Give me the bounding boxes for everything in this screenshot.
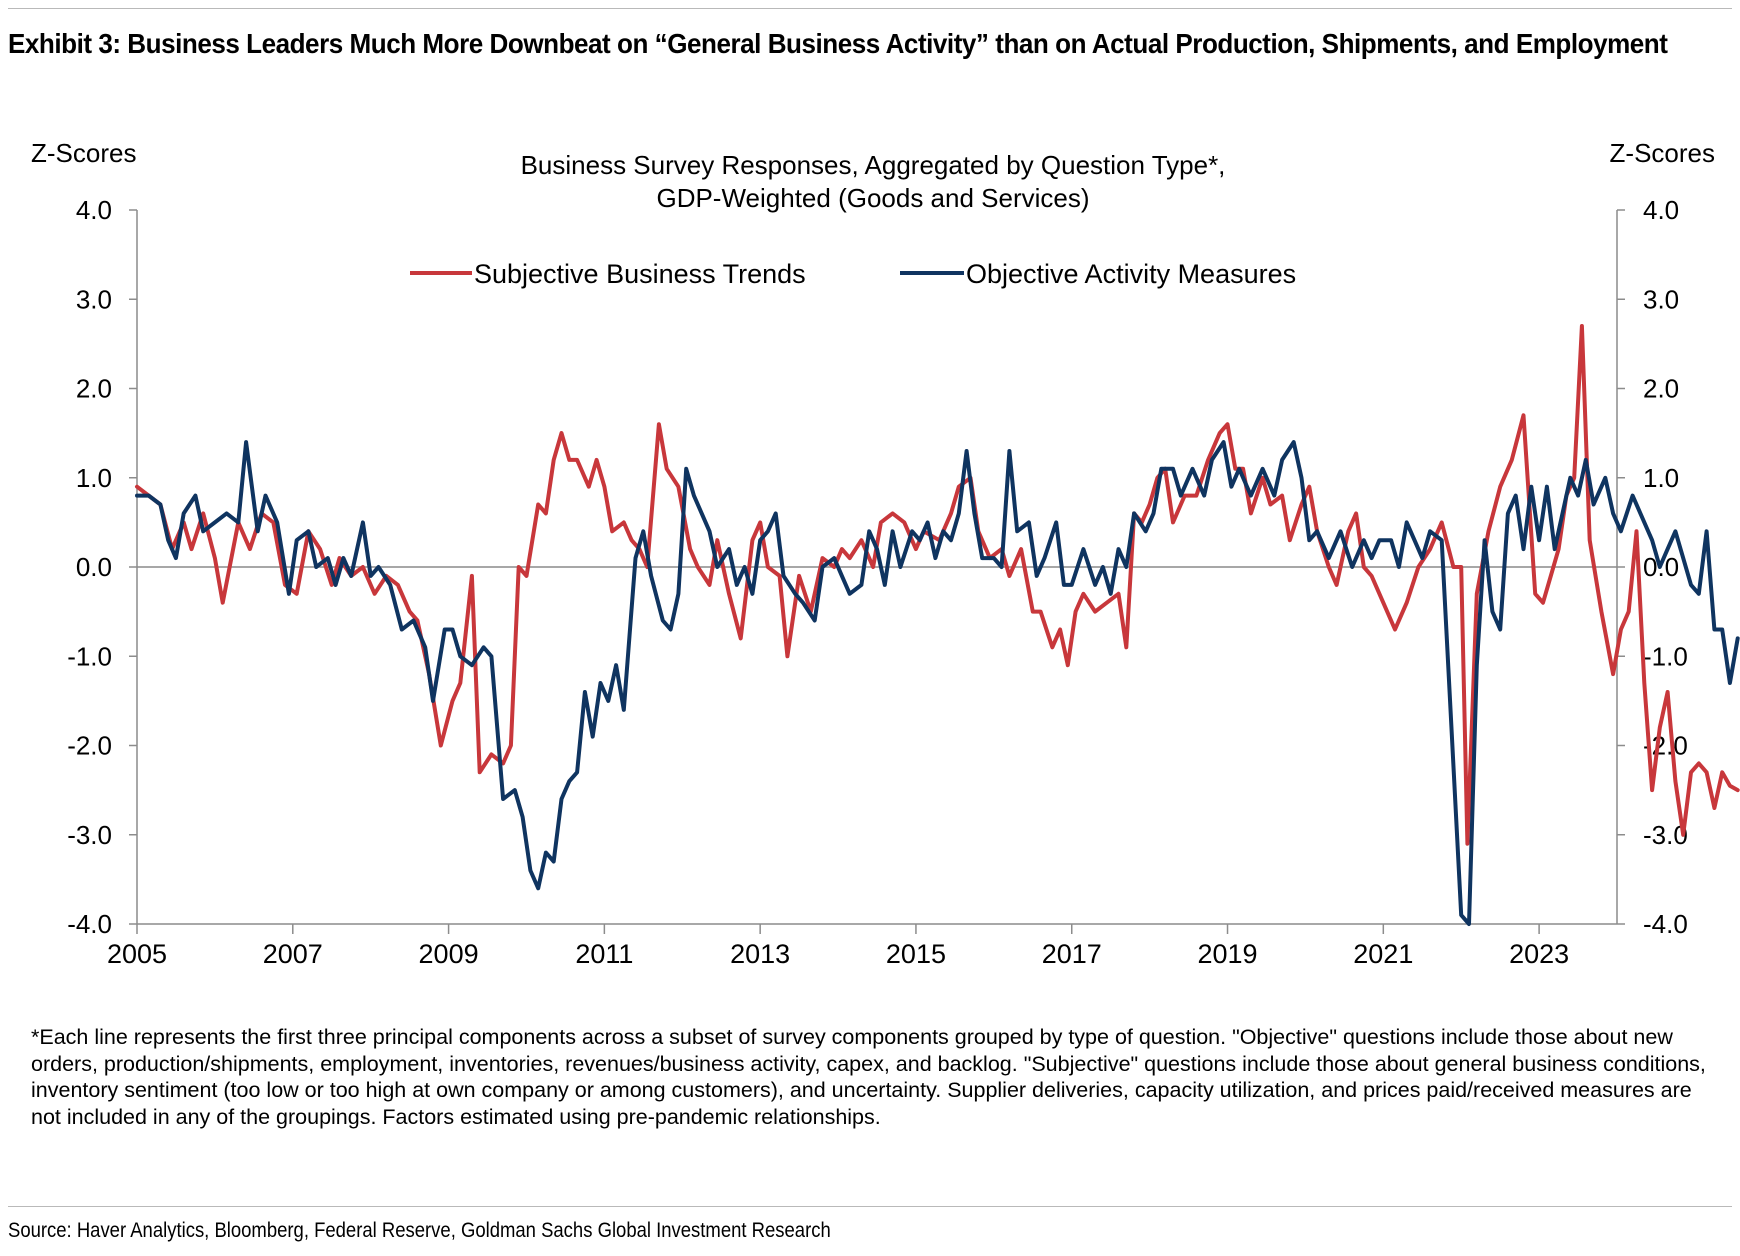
bottom-divider bbox=[8, 1206, 1732, 1207]
exhibit-title: Exhibit 3: Business Leaders Much More Do… bbox=[8, 28, 1668, 59]
legend: Subjective Business Trends Objective Act… bbox=[410, 259, 1296, 289]
y-tick-label-left: -1.0 bbox=[67, 641, 112, 671]
y-tick-label-right: 4.0 bbox=[1643, 195, 1679, 225]
x-tick-label: 2011 bbox=[575, 939, 633, 969]
axes: 4.0 4.03.0 3.02.0 2.01.0 1.00.0 0.0-1.0 -1.0-2… bbox=[67, 195, 1688, 969]
chart-title: Business Survey Responses, Aggregated by… bbox=[521, 150, 1226, 180]
y-tick-label-left: 3.0 bbox=[76, 284, 112, 314]
legend-label-objective: Objective Activity Measures bbox=[966, 259, 1296, 289]
line-chart: Business Survey Responses, Aggregated by… bbox=[31, 138, 1740, 969]
x-tick-label: 2021 bbox=[1353, 939, 1413, 969]
y-tick-label-left: 4.0 bbox=[76, 195, 112, 225]
y-tick-label-right: 1.0 bbox=[1643, 463, 1679, 493]
x-tick-label: 2009 bbox=[419, 939, 479, 969]
y-tick-label-left: -2.0 bbox=[67, 731, 112, 761]
footnote: *Each line represents the first three pr… bbox=[31, 1025, 1706, 1129]
y-tick-label-left: 1.0 bbox=[76, 463, 112, 493]
y-tick-label-left: -3.0 bbox=[67, 820, 112, 850]
x-tick-label: 2013 bbox=[730, 939, 790, 969]
y-tick-label-right: 2.0 bbox=[1643, 374, 1679, 404]
x-tick-label: 2007 bbox=[263, 939, 323, 969]
series-group bbox=[135, 324, 1740, 926]
chart-subtitle: GDP-Weighted (Goods and Services) bbox=[656, 183, 1089, 213]
source-note: Source: Haver Analytics, Bloomberg, Fede… bbox=[8, 1219, 831, 1242]
series-line-objective bbox=[135, 440, 1740, 926]
x-tick-label: 2019 bbox=[1197, 939, 1257, 969]
y-tick-label-left: -4.0 bbox=[67, 909, 112, 939]
y-tick-label-left: 0.0 bbox=[76, 552, 112, 582]
top-divider bbox=[8, 8, 1732, 9]
y-tick-label-right: -1.0 bbox=[1643, 641, 1688, 671]
x-tick-label: 2023 bbox=[1509, 939, 1569, 969]
y-tick-label-right: 3.0 bbox=[1643, 284, 1679, 314]
series-line-subjective bbox=[135, 324, 1740, 846]
y-tick-label-right: -4.0 bbox=[1643, 909, 1688, 939]
y-axis-label-left: Z-Scores bbox=[31, 138, 136, 168]
x-tick-label: 2015 bbox=[886, 939, 946, 969]
y-axis-label-right: Z-Scores bbox=[1610, 138, 1715, 168]
x-tick-label: 2005 bbox=[107, 939, 167, 969]
y-tick-label-left: 2.0 bbox=[76, 374, 112, 404]
x-tick-label: 2017 bbox=[1042, 939, 1102, 969]
chart-title-group: Business Survey Responses, Aggregated by… bbox=[521, 150, 1226, 213]
legend-label-subjective: Subjective Business Trends bbox=[474, 259, 806, 289]
